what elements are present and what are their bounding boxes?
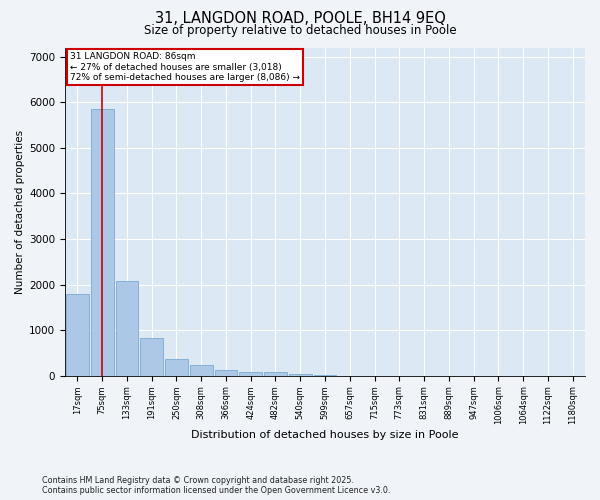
Bar [116, 281, 139, 376]
Text: 31, LANGDON ROAD, POOLE, BH14 9EQ: 31, LANGDON ROAD, POOLE, BH14 9EQ [155, 11, 445, 26]
Bar [239, 372, 262, 376]
Bar [215, 370, 238, 376]
Bar [165, 359, 188, 376]
X-axis label: Distribution of detached houses by size in Poole: Distribution of detached houses by size … [191, 430, 459, 440]
Bar [289, 374, 311, 376]
Bar [190, 365, 212, 376]
Bar [66, 294, 89, 376]
Text: 31 LANGDON ROAD: 86sqm
← 27% of detached houses are smaller (3,018)
72% of semi-: 31 LANGDON ROAD: 86sqm ← 27% of detached… [70, 52, 300, 82]
Text: Size of property relative to detached houses in Poole: Size of property relative to detached ho… [143, 24, 457, 37]
Y-axis label: Number of detached properties: Number of detached properties [15, 130, 25, 294]
Text: Contains HM Land Registry data © Crown copyright and database right 2025.
Contai: Contains HM Land Registry data © Crown c… [42, 476, 391, 495]
Bar [91, 109, 113, 376]
Bar [140, 338, 163, 376]
Bar [264, 372, 287, 376]
